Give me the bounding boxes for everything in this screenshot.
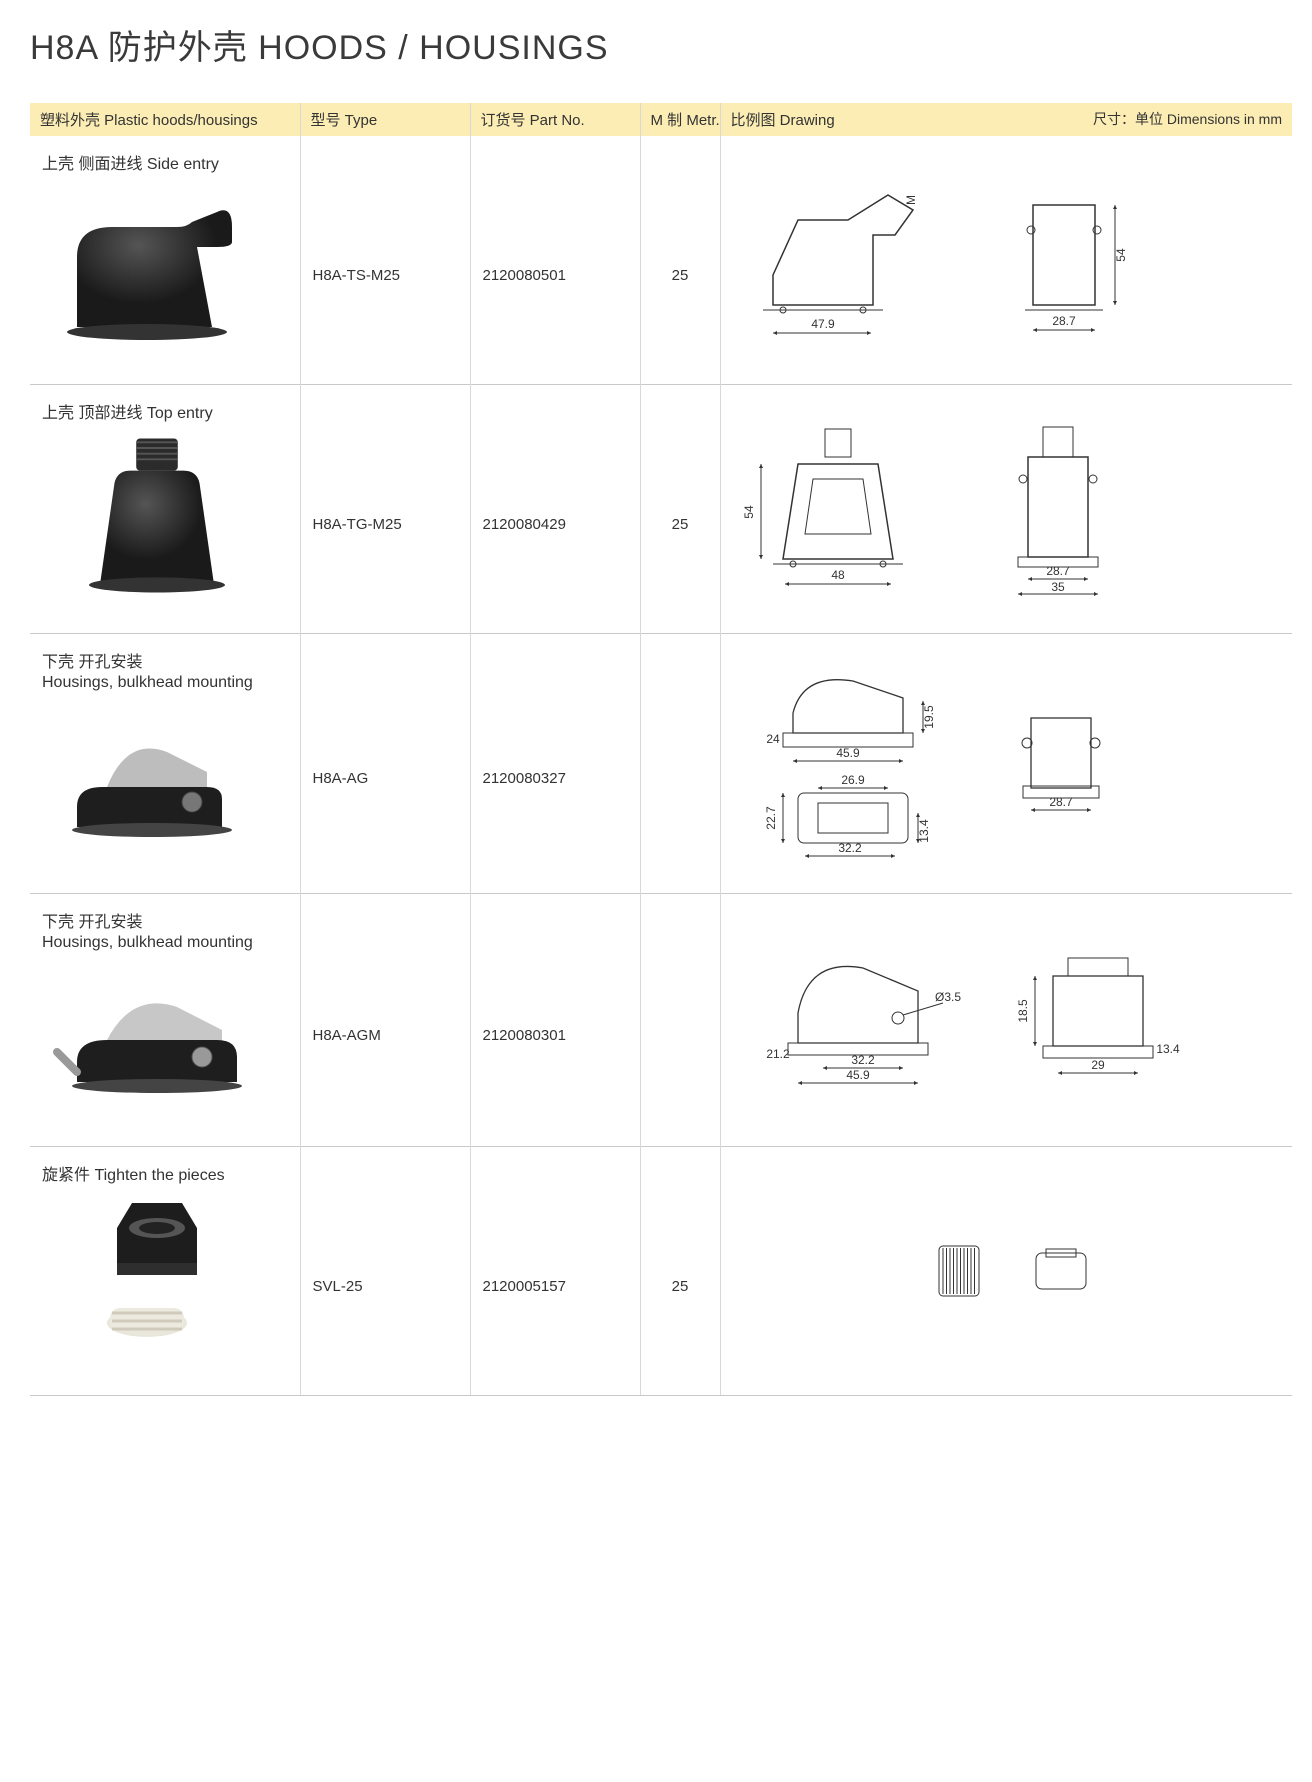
row-label-cn: 旋紧件 Tighten the pieces [42, 1161, 288, 1185]
metr-value: 25 [653, 150, 708, 370]
product-photo [42, 182, 272, 352]
partno-value: 2120080501 [483, 150, 628, 370]
svg-text:29: 29 [1091, 1058, 1105, 1072]
header-row: 塑料外壳 Plastic hoods/housings 型号 Type 订货号 … [30, 103, 1292, 136]
partno-value: 2120080301 [483, 910, 628, 1130]
row-label-cn: 下壳 开孔安装 [42, 908, 288, 932]
metr-value: 25 [653, 1161, 708, 1381]
svg-text:45.9: 45.9 [846, 1068, 870, 1082]
svg-text:18.5: 18.5 [1016, 999, 1030, 1023]
type-value: H8A-TS-M25 [313, 150, 458, 370]
drawing-cell: 19.5 45.9 24 26.9 32.2 22.7 13.4 28.7 [720, 634, 1292, 894]
table-row: 上壳 顶部进线 Top entry H8A-TG-M25 2120080429 … [30, 385, 1292, 634]
hdr-image: 塑料外壳 Plastic hoods/housings [30, 103, 300, 136]
product-photo [42, 962, 272, 1132]
svg-text:35: 35 [1051, 580, 1065, 594]
svg-text:13.4: 13.4 [1156, 1042, 1180, 1056]
svg-text:47.9: 47.9 [811, 317, 835, 331]
partno-value: 2120005157 [483, 1161, 628, 1381]
table-row: 上壳 侧面进线 Side entry H8A-TS-M25 2120080501… [30, 136, 1292, 385]
drawing-cell: 54 48 28.7 35 [720, 385, 1292, 634]
svg-text:24: 24 [766, 732, 780, 746]
svg-text:28.7: 28.7 [1049, 795, 1073, 809]
catalog-table: 塑料外壳 Plastic hoods/housings 型号 Type 订货号 … [30, 103, 1292, 1396]
type-value: H8A-AGM [313, 910, 458, 1130]
hdr-drawing: 比例图 Drawing 尺寸：单位 Dimensions in mm [720, 103, 1292, 136]
table-row: 下壳 开孔安装 Housings, bulkhead mounting H8A-… [30, 634, 1292, 894]
svg-text:54: 54 [742, 505, 756, 519]
table-row: 旋紧件 Tighten the pieces SVL-25 2120005157… [30, 1147, 1292, 1396]
metr-value: 25 [653, 399, 708, 619]
metr-value [653, 910, 708, 1130]
metr-value [653, 654, 708, 874]
product-photo [42, 702, 272, 872]
type-value: H8A-AG [313, 654, 458, 874]
svg-text:48: 48 [831, 568, 845, 582]
row-label-cn: 上壳 顶部进线 Top entry [42, 399, 288, 423]
svg-text:32.2: 32.2 [838, 841, 862, 855]
svg-text:26.9: 26.9 [841, 773, 865, 787]
drawing-cell [720, 1147, 1292, 1396]
product-photo [42, 1193, 272, 1363]
svg-text:28.7: 28.7 [1052, 314, 1076, 328]
hdr-type: 型号 Type [300, 103, 470, 136]
row-label-en: Housings, bulkhead mounting [42, 934, 288, 952]
row-label-cn: 上壳 侧面进线 Side entry [42, 150, 288, 174]
table-row: 下壳 开孔安装 Housings, bulkhead mounting H8A-… [30, 894, 1292, 1147]
row-label-en: Housings, bulkhead mounting [42, 674, 288, 692]
hdr-drawing-label: 比例图 Drawing [731, 112, 835, 129]
svg-text:M: M [904, 195, 918, 205]
svg-text:Ø3.5: Ø3.5 [934, 990, 960, 1004]
svg-text:45.9: 45.9 [836, 746, 860, 760]
hdr-partno: 订货号 Part No. [470, 103, 640, 136]
svg-text:13.4: 13.4 [917, 819, 931, 843]
drawing-cell: 47.9 M 54 28.7 [720, 136, 1292, 385]
row-label-cn: 下壳 开孔安装 [42, 648, 288, 672]
product-photo [42, 431, 272, 601]
svg-text:32.2: 32.2 [851, 1053, 875, 1067]
partno-value: 2120080327 [483, 654, 628, 874]
type-value: SVL-25 [313, 1161, 458, 1381]
svg-text:54: 54 [1114, 248, 1128, 262]
type-value: H8A-TG-M25 [313, 399, 458, 619]
hdr-metr: M 制 Metr. [640, 103, 720, 136]
page-title: H8A 防护外壳 HOODS / HOUSINGS [30, 20, 1292, 69]
svg-text:19.5: 19.5 [922, 705, 936, 729]
svg-text:22.7: 22.7 [764, 806, 778, 830]
partno-value: 2120080429 [483, 399, 628, 619]
drawing-cell: Ø3.5 32.2 45.9 21.2 18.5 13.4 29 [720, 894, 1292, 1147]
svg-text:28.7: 28.7 [1046, 564, 1070, 578]
svg-text:21.2: 21.2 [766, 1047, 790, 1061]
hdr-dims-label: 尺寸：单位 Dimensions in mm [1093, 109, 1282, 129]
